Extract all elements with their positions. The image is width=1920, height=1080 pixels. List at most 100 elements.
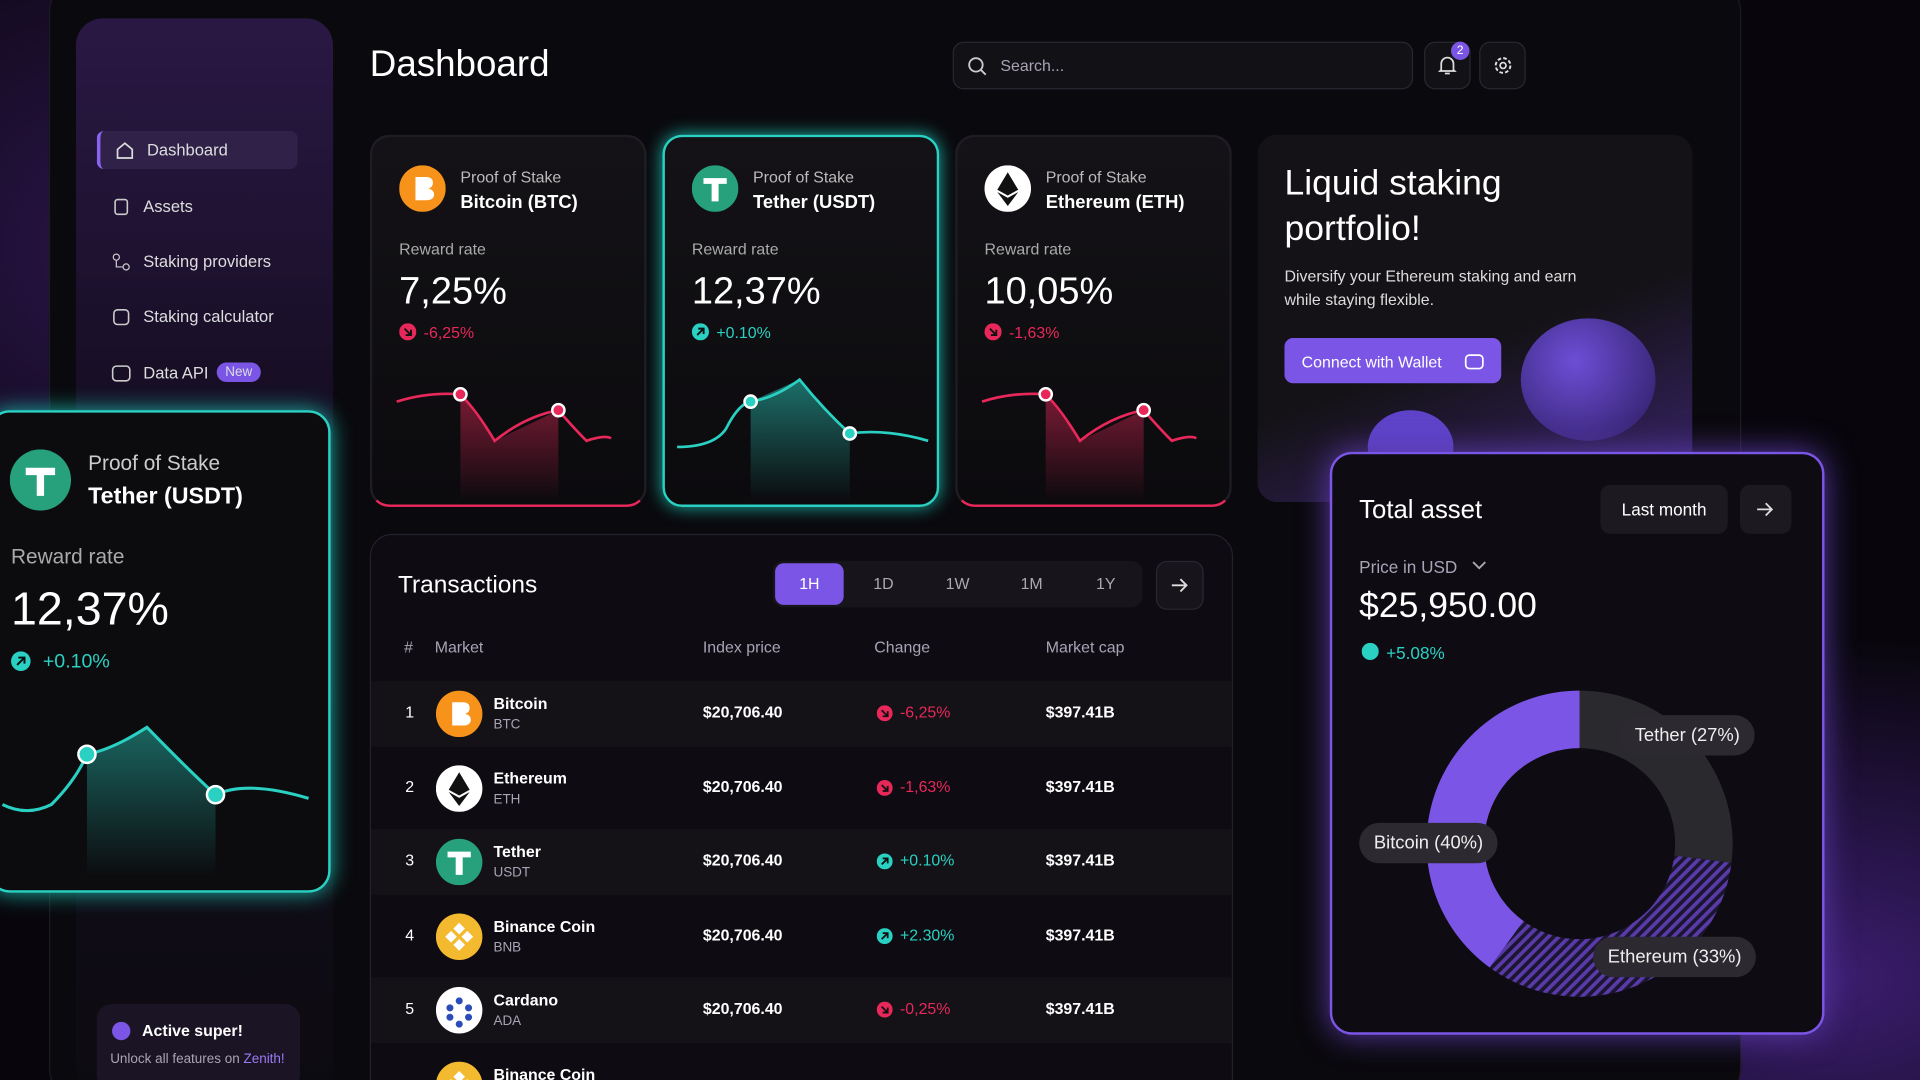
card-name: Bitcoin (BTC)	[460, 192, 578, 214]
period-tab[interactable]: 1M	[1020, 574, 1043, 593]
coin-glyph	[448, 771, 470, 806]
sparkline-area	[1045, 394, 1144, 503]
coin-bg	[436, 1061, 482, 1080]
period-tab[interactable]: 1H	[775, 563, 844, 605]
menu-label: Staking calculator	[143, 307, 274, 326]
row-index: 4	[405, 925, 415, 944]
notifications-button[interactable]: 2	[1424, 41, 1471, 90]
change-icon	[876, 779, 893, 796]
menu-item[interactable]: Data API New	[97, 354, 294, 392]
change-arrow	[881, 783, 889, 792]
coin-name: Bitcoin	[493, 694, 548, 713]
next-button[interactable]	[1740, 484, 1792, 534]
card-kicker: Proof of Stake	[460, 167, 562, 187]
period-select[interactable]: Last month	[1600, 484, 1728, 534]
new-badge: New	[216, 362, 261, 383]
coin-bg	[435, 986, 483, 1034]
period-tab[interactable]: 1Y	[1095, 574, 1116, 593]
menu-item[interactable]: Assets	[97, 187, 294, 225]
change-arrow	[696, 327, 705, 336]
button-label: Connect with Wallet	[1301, 352, 1442, 372]
coin-glyph	[450, 1070, 469, 1080]
menu-label: Staking providers	[143, 252, 271, 271]
coin-bg	[435, 912, 483, 960]
card-kicker: Proof of Stake	[753, 167, 854, 187]
table-row[interactable]: 1 Bitcoin BTC $20,706.40 -6,25% $397.41B	[371, 680, 1232, 747]
table-row[interactable]: 4 Binance Coin BNB $20,706.40 +2.30% $397.41B	[371, 903, 1232, 969]
coin-symbol: BTC	[493, 717, 521, 733]
coin-icon	[435, 986, 483, 1034]
card-kicker: Proof of Stake	[88, 451, 221, 476]
price-change: -6,25%	[900, 702, 951, 722]
change-arrow	[881, 1005, 889, 1014]
card-rate: 10,05%	[984, 269, 1114, 313]
card-name: Ethereum (ETH)	[1045, 192, 1185, 214]
search-box[interactable]: Search...	[952, 41, 1414, 90]
sparkline	[396, 386, 612, 503]
row-index: 2	[405, 776, 415, 796]
stake-card: Proof of Stake Ethereum (ETH) Reward rate 1…	[955, 134, 1232, 507]
table-row[interactable]: 3 Tether USDT $20,706.40 +0.10% $397.41B	[371, 828, 1232, 896]
coin-icon	[435, 764, 483, 812]
rate-label: Reward rate	[11, 544, 125, 569]
coin-icon	[436, 1061, 482, 1080]
sparkline-line	[677, 377, 929, 449]
sparkline	[677, 377, 929, 503]
table-row[interactable]: 2 Ethereum ETH $20,706.40 -1,63% $397.41B	[371, 755, 1232, 821]
sparkline	[1, 725, 310, 878]
card-name: Tether (USDT)	[88, 483, 243, 510]
rate-value: 12,37%	[11, 584, 169, 636]
coin-symbol: BNB	[493, 939, 522, 955]
menu-item[interactable]: Staking calculator	[97, 298, 294, 336]
settings-button[interactable]	[1479, 41, 1526, 90]
coin-name: Tether	[493, 842, 541, 861]
change-icon	[876, 853, 893, 870]
table-row[interactable]: 5 Cardano ADA $20,706.40 -0,25% $397.41B	[371, 977, 1232, 1044]
coin-icon	[435, 690, 483, 738]
card-rate: 7,25%	[399, 269, 507, 313]
index-price: $20,706.40	[702, 925, 783, 944]
coin-icon	[399, 165, 446, 212]
row-index: 3	[405, 851, 415, 870]
card-rate-label: Reward rate	[399, 240, 486, 259]
liquid-staking-promo: Liquid staking portfolio! Diversify your…	[1257, 134, 1693, 503]
coin-symbol: USDT	[493, 865, 531, 881]
change-icon	[876, 927, 893, 944]
menu-item[interactable]: Staking providers	[97, 242, 294, 280]
transactions-panel: Transactions 1H 1D 1W 1M 1Y # Market Index pri…	[369, 533, 1234, 1080]
segment-label: Ethereum (33%)	[1593, 936, 1757, 978]
price-change: -0,25%	[900, 999, 951, 1018]
price-label: Price in USD	[1359, 557, 1458, 577]
card-kicker: Proof of Stake	[1045, 167, 1147, 187]
change-arrow	[403, 327, 412, 337]
promo-heading: Liquid staking portfolio!	[1284, 164, 1502, 249]
connect-wallet-button[interactable]: Connect with Wallet	[1284, 337, 1502, 384]
menu-item[interactable]: Dashboard	[96, 131, 298, 169]
coin-name: Binance Coin	[493, 1065, 596, 1080]
table-row[interactable]: Binance Coin	[371, 1052, 1232, 1080]
price-change: +2.30%	[900, 925, 955, 944]
coin-glyph	[445, 922, 474, 951]
coin-glyph	[997, 172, 1019, 207]
index-price: $20,706.40	[702, 776, 783, 796]
period-tab[interactable]: 1D	[873, 574, 894, 593]
change-arrow	[989, 327, 998, 337]
sparkline-area	[460, 394, 559, 503]
change-icon	[876, 1001, 893, 1018]
card-change: +0.10%	[716, 323, 771, 342]
coin-glyph	[452, 702, 471, 726]
row-index: 1	[405, 702, 415, 722]
upgrade-box[interactable]: Active super! Unlock all features on Zen…	[96, 1004, 301, 1080]
column-header: #	[404, 637, 413, 657]
sparkline-point	[1136, 402, 1152, 418]
price-change: +0.10%	[900, 851, 955, 870]
total-asset-panel: Total asset Last month Price in USD $25,…	[1329, 451, 1825, 1035]
change-icon	[691, 323, 709, 341]
coin-icon	[435, 912, 483, 960]
panel-title: Total asset	[1359, 495, 1483, 525]
index-price: $20,706.40	[702, 851, 783, 870]
coin-symbol: ADA	[493, 1013, 522, 1029]
next-button[interactable]	[1155, 560, 1204, 610]
period-tab[interactable]: 1W	[945, 574, 970, 593]
